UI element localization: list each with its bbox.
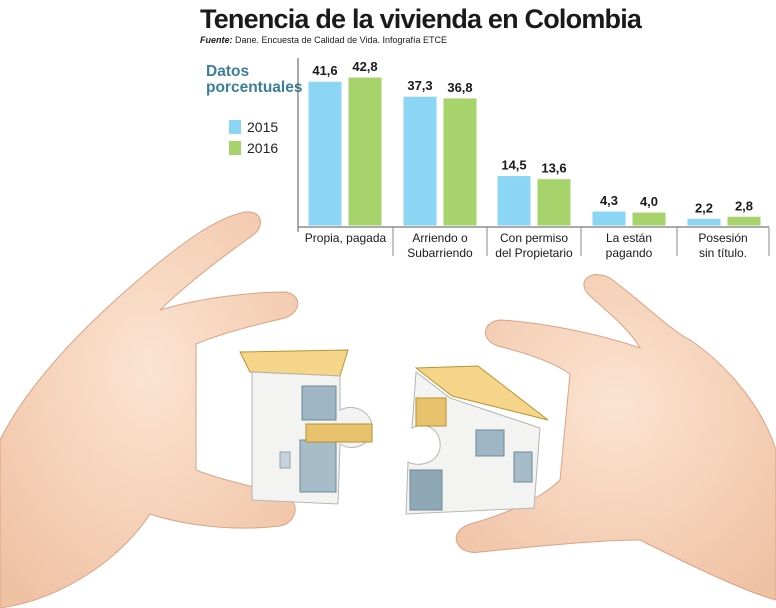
value-label-2015-4: 2,2: [695, 200, 713, 215]
value-labels-group: 41,6 37,3 14,5 4,3 2,2 42,8 36,8 13,6 4,0 2,8: [312, 59, 753, 215]
value-label-2015-2: 14,5: [501, 158, 526, 173]
value-label-2015-3: 4,3: [600, 193, 618, 208]
category-label-4: Posesión sin título.: [698, 231, 747, 260]
legend-item-2016: 2016: [229, 140, 278, 156]
category-label-0: Propia, pagada: [305, 231, 387, 245]
value-label-2016-2: 13,6: [541, 161, 566, 176]
bar-2015-4: [686, 217, 722, 227]
bar-2016-1: [442, 97, 478, 227]
bar-2015-0: [307, 80, 343, 227]
value-label-2016-0: 42,8: [352, 59, 377, 74]
left-hand: [0, 211, 299, 608]
bar-2015-1: [402, 95, 438, 227]
bar-2016-2: [536, 178, 572, 227]
legend-swatch-2016: [229, 141, 241, 155]
legend-item-2015: 2015: [229, 119, 278, 135]
right-house-piece: [405, 365, 549, 515]
units-line-1: Datos: [206, 63, 250, 80]
chart-title: Tenencia de la vivienda en Colombia: [200, 4, 642, 34]
chart-frame: [297, 58, 770, 256]
hands-puzzle-illustration: [0, 211, 776, 608]
bar-2015-2: [496, 175, 532, 227]
bar-2016-0: [347, 76, 383, 227]
bar-2016-3: [631, 211, 667, 227]
value-label-2015-0: 41,6: [312, 63, 337, 78]
chart-source: Fuente: Dane. Encuesta de Calidad de Vid…: [200, 35, 447, 45]
category-label-3: La están pagando: [606, 231, 653, 260]
source-label: Fuente:: [200, 35, 233, 45]
value-label-2016-1: 36,8: [447, 80, 472, 95]
category-label-2: Con permiso del Propietario: [495, 231, 573, 260]
legend-swatch-2015: [229, 120, 241, 134]
category-labels-group: Propia, pagada Arriendo o Subarriendo Con p…: [305, 231, 748, 260]
category-label-1: Arriendo o Subarriendo: [407, 231, 473, 260]
bar-2015-3: [591, 210, 627, 227]
legend-label-2015: 2015: [247, 119, 279, 135]
value-label-2016-4: 2,8: [735, 198, 753, 213]
units-line-2: porcentuales: [206, 79, 303, 96]
legend-label-2016: 2016: [247, 140, 279, 156]
value-label-2016-3: 4,0: [640, 194, 658, 209]
source-text: Dane. Encuesta de Calidad de Vida. Infog…: [235, 35, 447, 45]
bar-2016-4: [726, 215, 762, 227]
right-hand: [455, 274, 776, 601]
units-label: Datos porcentuales: [206, 64, 302, 96]
value-label-2015-1: 37,3: [407, 78, 432, 93]
left-house-piece: [239, 349, 373, 505]
bars-group: [307, 76, 762, 227]
